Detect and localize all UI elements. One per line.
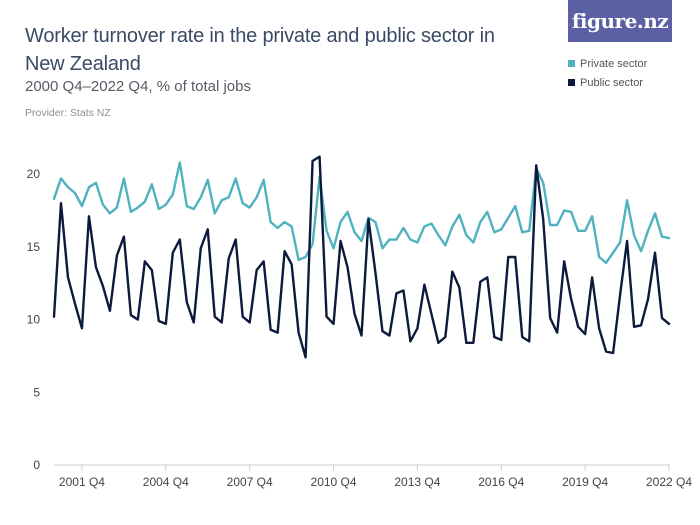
x-tick-label: 2001 Q4 — [59, 475, 105, 489]
x-tick-label: 2022 Q4 — [646, 475, 692, 489]
legend-label-public: Public sector — [580, 76, 643, 89]
x-tick-label: 2004 Q4 — [143, 475, 189, 489]
legend-swatch-public — [568, 79, 575, 86]
legend-label-private: Private sector — [580, 57, 648, 70]
series-line-public — [52, 155, 671, 359]
x-tick-label: 2013 Q4 — [394, 475, 440, 489]
y-tick-label: 15 — [27, 240, 41, 254]
y-tick-label: 20 — [27, 167, 41, 181]
chart-lines — [52, 155, 671, 359]
series-line-private — [52, 161, 671, 265]
chart-title: Worker turnover rate in the private and … — [25, 25, 495, 75]
figure-nz-logo[interactable]: figure.nz — [568, 0, 672, 42]
y-tick-label: 5 — [33, 385, 40, 399]
legend-item-private[interactable]: Private sector — [568, 54, 647, 73]
provider-label: Provider: Stats NZ — [25, 107, 111, 119]
x-tick-label: 2007 Q4 — [227, 475, 273, 489]
x-tick-label: 2019 Q4 — [562, 475, 608, 489]
chart-axes: 0 5 10 15 20 2001 Q4 2004 Q4 2007 Q4 2010 Q4 2013… — [27, 167, 693, 489]
chart-subtitle: 2000 Q4–2022 Q4, % of total jobs — [25, 78, 251, 95]
x-tick-label: 2010 Q4 — [311, 475, 357, 489]
y-tick-label: 0 — [33, 458, 40, 472]
legend-swatch-private — [568, 60, 575, 67]
x-tick-label: 2016 Q4 — [478, 475, 524, 489]
legend: Private sector Public sector — [568, 54, 647, 92]
legend-item-public[interactable]: Public sector — [568, 73, 647, 92]
y-tick-label: 10 — [27, 313, 41, 327]
